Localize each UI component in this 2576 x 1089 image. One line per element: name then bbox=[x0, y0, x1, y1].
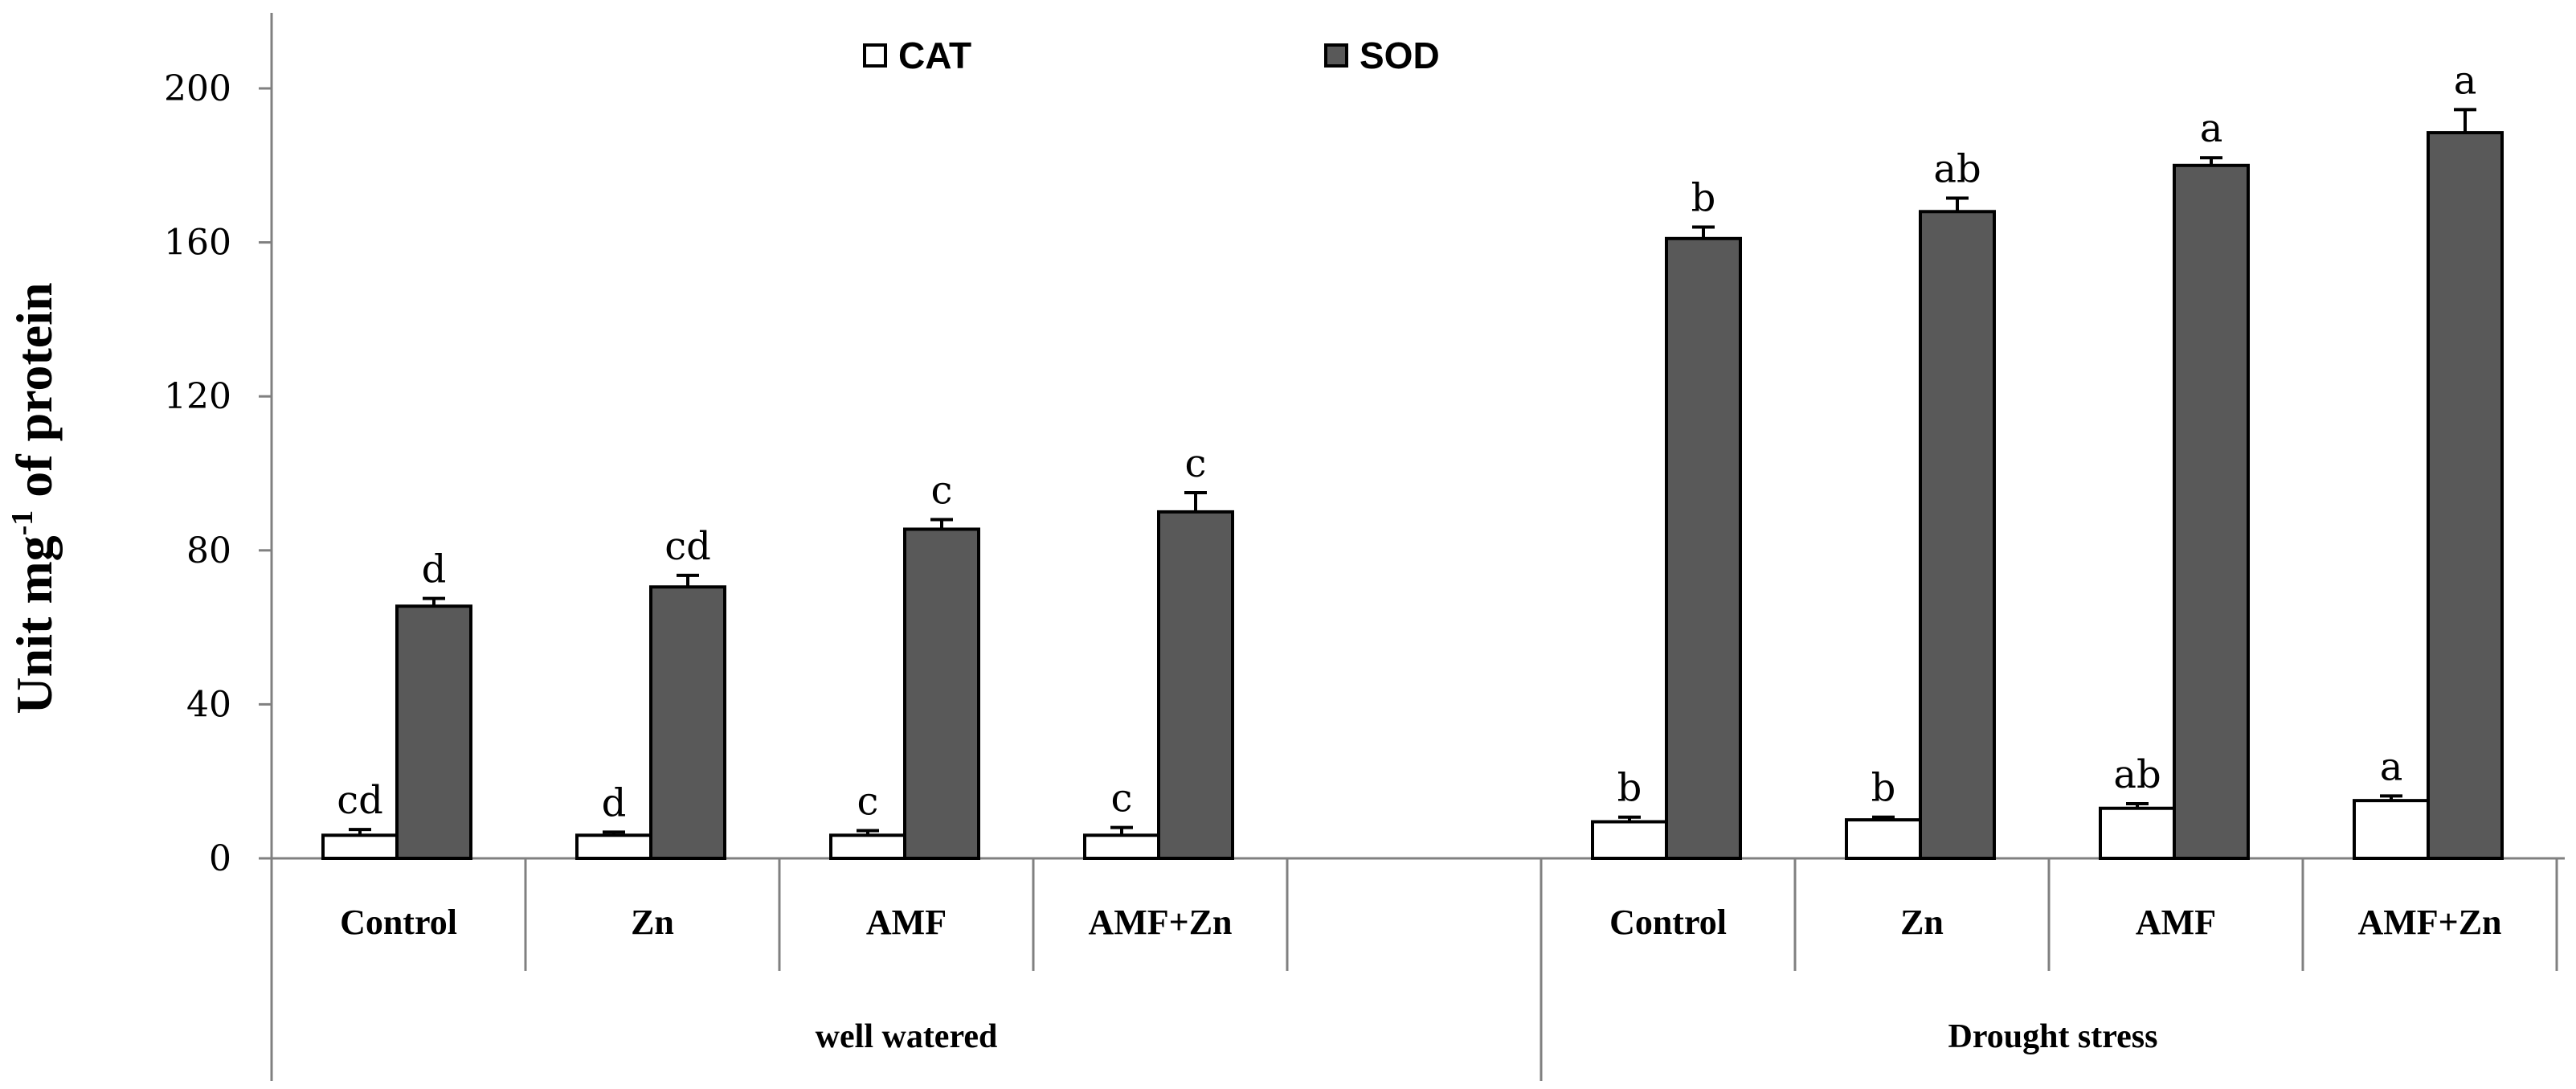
category-label: Control bbox=[1609, 903, 1727, 942]
sod-bar bbox=[1665, 236, 1742, 860]
cat-bar bbox=[829, 833, 906, 861]
category-label: AMF bbox=[2136, 903, 2216, 942]
y-tick-label: 160 bbox=[164, 223, 231, 264]
cat-significance-label: d bbox=[602, 780, 627, 825]
cat-bar bbox=[1083, 833, 1160, 861]
legend-label-sod: SOD bbox=[1360, 35, 1440, 76]
cat-significance-label: a bbox=[2380, 744, 2403, 789]
sod-bar bbox=[903, 527, 980, 861]
category-label: Control bbox=[340, 903, 457, 942]
y-axis-label-sup: -1 bbox=[6, 510, 39, 536]
cat-bar bbox=[575, 833, 652, 861]
sod-bar bbox=[1157, 510, 1234, 861]
sod-significance-label: a bbox=[2454, 58, 2477, 103]
legend-swatch-cat bbox=[863, 43, 887, 68]
sod-bar bbox=[2427, 131, 2504, 860]
sod-significance-label: c bbox=[931, 468, 953, 513]
cat-bar bbox=[2353, 799, 2430, 861]
category-label: AMF+Zn bbox=[1088, 903, 1232, 942]
sod-bar bbox=[395, 604, 472, 860]
y-axis-label-main: Unit mg bbox=[6, 535, 63, 714]
y-tick-label: 40 bbox=[186, 684, 231, 725]
category-label: Zn bbox=[631, 903, 674, 942]
cat-bar bbox=[1845, 818, 1922, 860]
y-tick-label: 200 bbox=[164, 68, 231, 109]
sod-significance-label: b bbox=[1691, 175, 1716, 220]
sod-significance-label: ab bbox=[1933, 147, 1981, 192]
cat-significance-label: b bbox=[1617, 766, 1642, 811]
cat-bar bbox=[1591, 820, 1668, 860]
legend-label-cat: CAT bbox=[898, 35, 971, 76]
cat-significance-label: ab bbox=[2113, 752, 2161, 797]
sod-bar bbox=[649, 585, 726, 860]
y-tick-label: 120 bbox=[164, 376, 231, 417]
sod-significance-label: d bbox=[422, 547, 447, 592]
category-label: AMF bbox=[866, 903, 947, 942]
group-label-drought-stress: Drought stress bbox=[1948, 1018, 2158, 1055]
category-label: AMF+Zn bbox=[2357, 903, 2501, 942]
legend: CAT SOD bbox=[863, 35, 1440, 76]
cat-significance-label: c bbox=[1111, 776, 1133, 821]
bars-layer bbox=[321, 108, 2504, 861]
y-axis-label: Unit mg-1 of protein bbox=[6, 282, 63, 714]
y-tick-label: 80 bbox=[186, 530, 231, 571]
legend-swatch-sod bbox=[1324, 43, 1348, 68]
y-tick-label: 0 bbox=[209, 838, 231, 879]
cat-significance-label: b bbox=[1871, 766, 1896, 811]
group-label-well-watered: well watered bbox=[816, 1018, 998, 1055]
labels-layer: Unit mg-1 of protein 04080120160200cddCo… bbox=[6, 58, 2502, 1055]
sod-bar bbox=[1919, 210, 1996, 860]
sod-significance-label: a bbox=[2200, 106, 2223, 151]
sod-bar bbox=[2173, 163, 2250, 861]
sod-significance-label: c bbox=[1185, 441, 1207, 486]
category-label: Zn bbox=[1900, 903, 1944, 942]
cat-significance-label: c bbox=[857, 780, 879, 825]
cat-bar bbox=[321, 833, 399, 861]
y-axis-label-tail: of protein bbox=[6, 282, 63, 510]
cat-significance-label: cd bbox=[337, 778, 383, 823]
cat-bar bbox=[2099, 806, 2176, 860]
sod-significance-label: cd bbox=[664, 524, 711, 569]
